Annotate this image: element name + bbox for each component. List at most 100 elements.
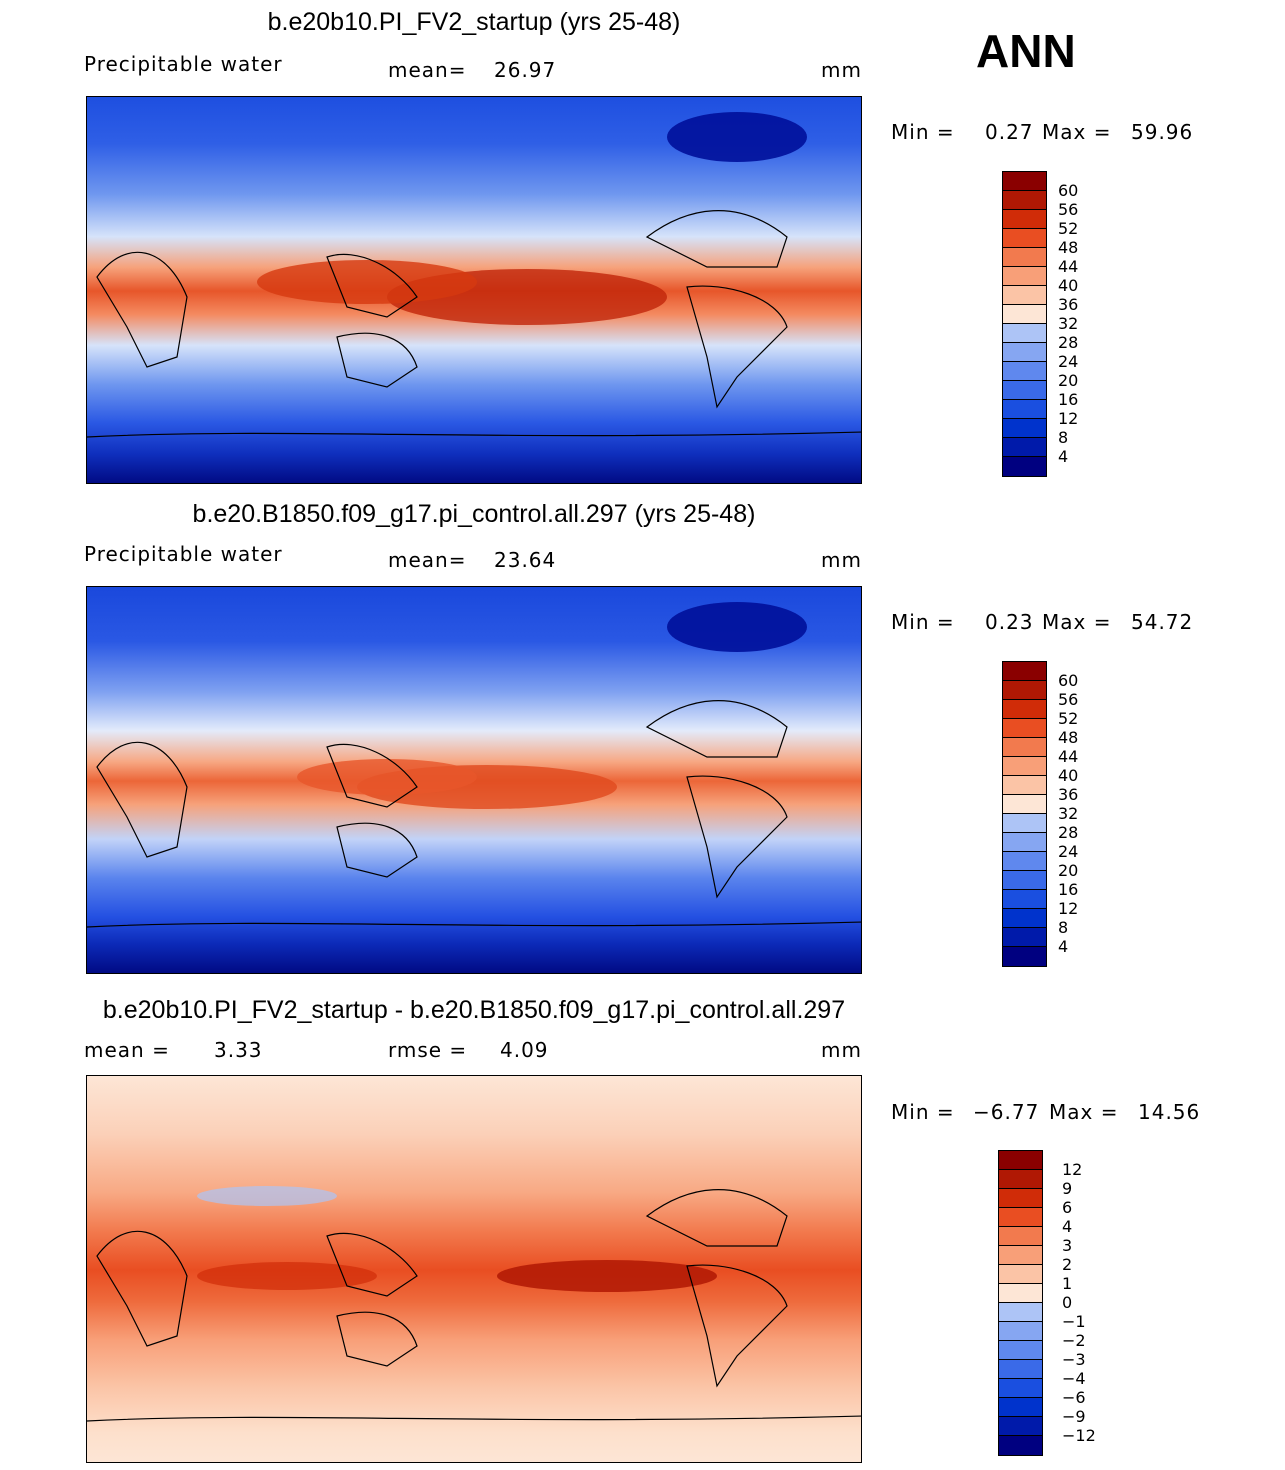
colorbar-segment — [999, 1265, 1042, 1284]
colorbar-segment — [999, 1341, 1042, 1360]
panel-2-variable-label: Precipitable water — [84, 542, 283, 566]
colorbar-tick-label: 16 — [1058, 880, 1079, 899]
colorbar-segment — [999, 1379, 1042, 1398]
panel-2-mean-value: 23.64 — [494, 548, 557, 572]
colorbar-tick-label: 9 — [1062, 1179, 1073, 1198]
colorbar-segment — [1003, 457, 1046, 476]
colorbar-tick-label: 28 — [1058, 823, 1079, 842]
colorbar-segment — [1003, 833, 1046, 852]
panel-1-mean-value: 26.97 — [494, 58, 557, 82]
colorbar-tick-label: 44 — [1058, 257, 1079, 276]
colorbar-segment — [999, 1246, 1042, 1265]
colorbar-tick-label: 4 — [1062, 1217, 1073, 1236]
colorbar-segment — [1003, 662, 1046, 681]
panel-3-map-field — [87, 1076, 861, 1462]
panel-1-title: b.e20b10.PI_FV2_startup (yrs 25-48) — [267, 8, 681, 36]
colorbar-tick-label: 8 — [1058, 918, 1069, 937]
colorbar-segment — [1003, 738, 1046, 757]
panel-3-min-value: −6.77 — [973, 1100, 1040, 1124]
panel-2-max-label: Max = — [1042, 610, 1112, 634]
colorbar-tick-label: 32 — [1058, 314, 1079, 333]
panel-3-max-value: 14.56 — [1138, 1100, 1201, 1124]
panel-3-min-label: Min = — [891, 1100, 955, 1124]
colorbar-tick-label: 40 — [1058, 276, 1079, 295]
colorbar-tick-label: 6 — [1062, 1198, 1073, 1217]
colorbar-segment — [999, 1151, 1042, 1170]
colorbar-segment — [1003, 210, 1046, 229]
colorbar-segment — [1003, 757, 1046, 776]
panel-2-colorbar — [1002, 661, 1047, 967]
colorbar-segment — [1003, 400, 1046, 419]
colorbar-segment — [999, 1208, 1042, 1227]
colorbar-segment — [999, 1398, 1042, 1417]
colorbar-tick-label: −6 — [1062, 1388, 1086, 1407]
colorbar-tick-label: 24 — [1058, 842, 1079, 861]
panel-2-min-label: Min = — [891, 610, 955, 634]
colorbar-segment — [1003, 776, 1046, 795]
colorbar-segment — [999, 1360, 1042, 1379]
colorbar-tick-label: 36 — [1058, 295, 1079, 314]
colorbar-segment — [1003, 248, 1046, 267]
panel-3-mean-label: mean = — [84, 1038, 170, 1062]
panel-1-min-label: Min = — [891, 120, 955, 144]
panel-1-mean-label: mean= — [388, 58, 467, 82]
panel-1-map — [86, 96, 862, 484]
colorbar-tick-label: 12 — [1062, 1160, 1083, 1179]
panel-1-min-value: 0.27 — [985, 120, 1034, 144]
panel-2-max-value: 54.72 — [1131, 610, 1194, 634]
panel-2-units: mm — [821, 548, 862, 572]
colorbar-segment — [1003, 681, 1046, 700]
colorbar-segment — [1003, 947, 1046, 966]
colorbar-segment — [999, 1170, 1042, 1189]
colorbar-segment — [1003, 191, 1046, 210]
colorbar-segment — [1003, 795, 1046, 814]
colorbar-tick-label: 56 — [1058, 200, 1079, 219]
colorbar-segment — [1003, 172, 1046, 191]
colorbar-segment — [1003, 324, 1046, 343]
colorbar-tick-label: 60 — [1058, 671, 1079, 690]
panel-3-max-label: Max = — [1049, 1100, 1119, 1124]
panel-1-variable-label: Precipitable water — [84, 52, 283, 76]
panel-3-mean-value: 3.33 — [214, 1038, 263, 1062]
panel-3-rmse-value: 4.09 — [500, 1038, 549, 1062]
colorbar-segment — [999, 1417, 1042, 1436]
colorbar-tick-label: −12 — [1062, 1426, 1096, 1445]
colorbar-segment — [1003, 229, 1046, 248]
panel-3-units: mm — [821, 1038, 862, 1062]
colorbar-segment — [1003, 343, 1046, 362]
panel-3-colorbar — [998, 1150, 1043, 1456]
colorbar-segment — [1003, 719, 1046, 738]
colorbar-tick-label: 56 — [1058, 690, 1079, 709]
colorbar-segment — [999, 1189, 1042, 1208]
panel-3-rmse-label: rmse = — [388, 1038, 468, 1062]
colorbar-tick-label: 48 — [1058, 728, 1079, 747]
colorbar-tick-label: −4 — [1062, 1369, 1086, 1388]
colorbar-tick-label: 32 — [1058, 804, 1079, 823]
colorbar-tick-label: 16 — [1058, 390, 1079, 409]
colorbar-tick-label: −1 — [1062, 1312, 1086, 1331]
panel-1-max-label: Max = — [1042, 120, 1112, 144]
colorbar-segment — [1003, 267, 1046, 286]
colorbar-tick-label: 3 — [1062, 1236, 1073, 1255]
colorbar-tick-label: −9 — [1062, 1407, 1086, 1426]
colorbar-tick-label: −2 — [1062, 1331, 1086, 1350]
colorbar-segment — [1003, 700, 1046, 719]
colorbar-segment — [999, 1227, 1042, 1246]
colorbar-tick-label: 52 — [1058, 219, 1079, 238]
colorbar-segment — [999, 1284, 1042, 1303]
panel-2-mean-label: mean= — [388, 548, 467, 572]
panel-1-max-value: 59.96 — [1131, 120, 1194, 144]
colorbar-segment — [1003, 909, 1046, 928]
colorbar-tick-label: 28 — [1058, 333, 1079, 352]
colorbar-segment — [1003, 419, 1046, 438]
colorbar-segment — [1003, 871, 1046, 890]
colorbar-tick-label: 12 — [1058, 409, 1079, 428]
colorbar-tick-label: 60 — [1058, 181, 1079, 200]
colorbar-tick-label: 4 — [1058, 447, 1069, 466]
season-label: ANN — [976, 25, 1076, 77]
panel-1-units: mm — [821, 58, 862, 82]
panel-1-map-field — [87, 97, 861, 483]
colorbar-segment — [1003, 362, 1046, 381]
colorbar-segment — [999, 1322, 1042, 1341]
panel-2-min-value: 0.23 — [985, 610, 1034, 634]
